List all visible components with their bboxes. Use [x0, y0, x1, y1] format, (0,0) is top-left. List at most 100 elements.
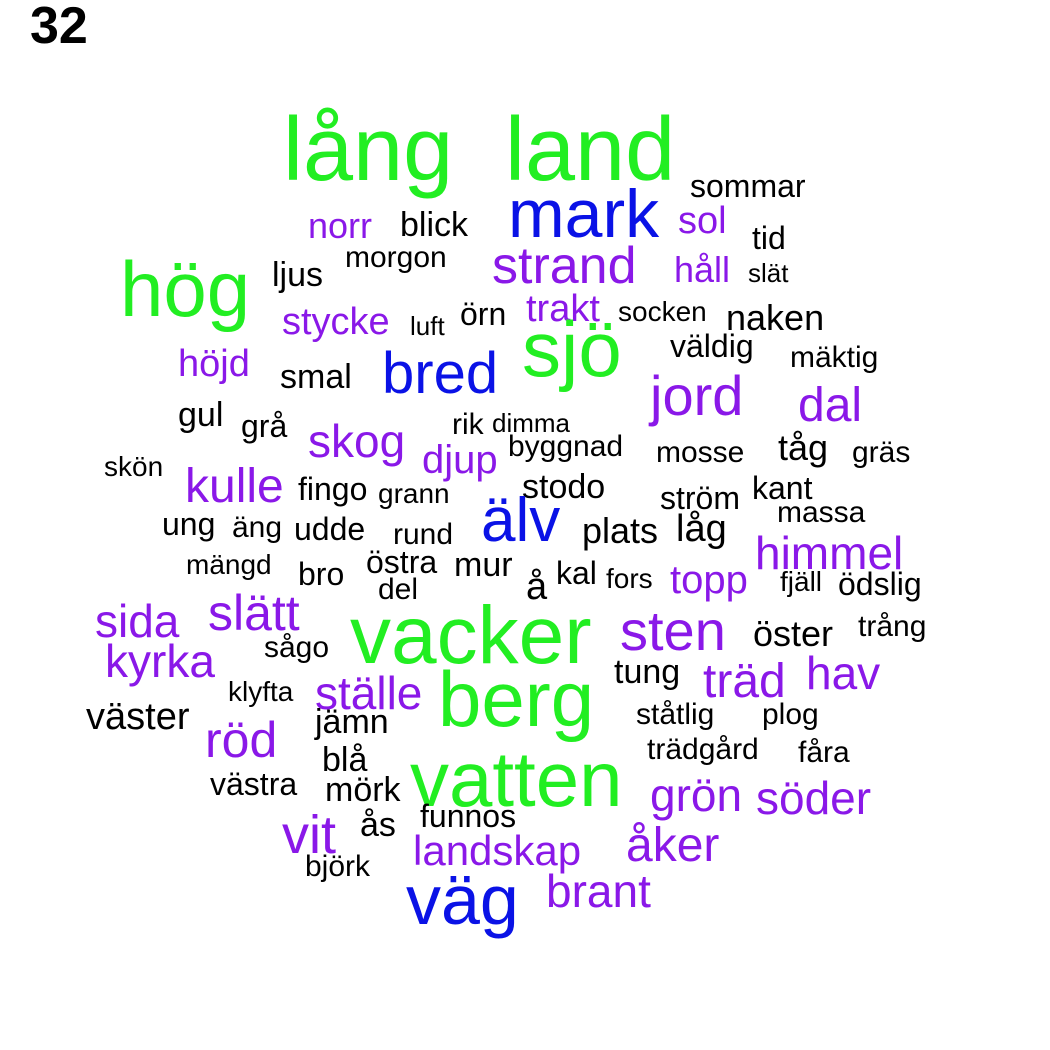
word-3: sommar	[690, 168, 806, 204]
word-76: hav	[806, 647, 881, 699]
word-27: jord	[650, 364, 744, 427]
word-7: sol	[678, 200, 727, 242]
word-32: rik	[452, 408, 484, 441]
word-45: ström	[660, 480, 740, 516]
word-20: naken	[726, 297, 825, 338]
word-65: å	[526, 566, 548, 608]
word-59: kal	[556, 555, 597, 591]
word-77: klyfta	[228, 676, 294, 707]
word-50: udde	[294, 511, 366, 547]
word-68: vacker	[350, 590, 592, 681]
word-94: funnos	[420, 798, 517, 834]
word-44: kant	[752, 470, 813, 506]
word-15: stycke	[282, 301, 390, 343]
word-47: massa	[777, 496, 866, 529]
word-26: mäktig	[790, 341, 879, 374]
word-89: västra	[210, 766, 298, 802]
word-98: björk	[305, 850, 371, 883]
word-34: tåg	[778, 427, 829, 468]
word-95: vit	[282, 805, 336, 865]
word-61: topp	[670, 558, 748, 602]
word-17: örn	[460, 296, 507, 332]
word-81: jämn	[315, 703, 389, 741]
word-82: ståtlig	[636, 698, 715, 731]
word-43: stodo	[522, 468, 606, 506]
word-46: älv	[481, 486, 561, 555]
word-11: morgon	[345, 241, 447, 274]
word-96: åker	[626, 819, 720, 872]
word-5: norr	[308, 205, 373, 246]
word-51: rund	[393, 518, 454, 551]
word-37: byggnad	[508, 430, 624, 463]
word-56: östra	[366, 544, 438, 580]
word-69: sten	[620, 599, 726, 662]
word-72: kyrka	[105, 635, 215, 687]
word-48: ung	[162, 506, 216, 542]
word-60: fors	[606, 563, 653, 594]
word-54: himmel	[755, 527, 904, 579]
word-75: träd	[703, 655, 786, 708]
word-85: trädgård	[647, 733, 759, 766]
word-84: röd	[205, 712, 278, 768]
word-66: sida	[95, 595, 180, 647]
word-100: väg	[406, 861, 519, 939]
word-29: gul	[178, 396, 224, 434]
word-88: vatten	[410, 735, 623, 823]
word-24: smal	[280, 358, 352, 396]
page-number: 32	[30, 0, 88, 55]
word-22: väldig	[670, 328, 754, 364]
word-67: slätt	[208, 585, 300, 641]
word-40: kulle	[185, 460, 284, 513]
word-12: strand	[492, 237, 637, 295]
word-78: ställe	[315, 667, 423, 719]
word-52: plats	[582, 510, 659, 551]
word-80: väster	[86, 696, 190, 738]
word-23: höjd	[178, 343, 250, 385]
word-62: fjäll	[780, 566, 823, 597]
word-58: mur	[454, 546, 513, 584]
word-73: sågo	[264, 631, 330, 664]
word-18: trakt	[526, 288, 600, 330]
word-70: öster	[753, 613, 834, 654]
word-1: lång	[283, 100, 454, 200]
word-21: sjö	[522, 305, 622, 393]
word-31: skog	[308, 415, 406, 467]
word-10: ljus	[272, 256, 324, 294]
word-79: berg	[438, 655, 595, 743]
word-9: hög	[120, 245, 251, 333]
word-30: grå	[241, 408, 288, 444]
word-55: mängd	[186, 549, 272, 580]
word-13: håll	[674, 249, 731, 290]
word-83: plog	[762, 698, 819, 731]
word-14: slät	[748, 258, 789, 288]
word-4: mark	[508, 176, 660, 252]
word-25: bred	[382, 341, 499, 406]
word-2: land	[505, 100, 676, 200]
word-36: djup	[422, 438, 498, 482]
word-16: luft	[410, 311, 445, 341]
word-8: tid	[752, 220, 786, 256]
word-41: fingo	[298, 471, 368, 507]
word-33: dimma	[492, 408, 571, 438]
word-99: brant	[546, 865, 651, 917]
word-57: bro	[298, 556, 345, 592]
word-63: ödslig	[838, 566, 922, 602]
word-97: landskap	[413, 827, 582, 874]
word-87: blå	[322, 741, 368, 779]
word-39: gräs	[852, 436, 911, 469]
word-74: tung	[614, 653, 681, 691]
word-64: del	[378, 573, 419, 606]
word-86: fåra	[798, 736, 850, 769]
word-91: grön	[650, 769, 743, 821]
word-19: socken	[618, 296, 707, 327]
word-93: ås	[360, 806, 396, 844]
word-90: mörk	[325, 771, 401, 809]
word-35: skön	[104, 451, 164, 482]
word-53: låg	[676, 508, 727, 550]
word-38: mosse	[656, 436, 745, 469]
word-92: söder	[756, 772, 872, 824]
word-28: dal	[798, 379, 863, 432]
word-49: äng	[232, 511, 283, 544]
word-42: grann	[378, 478, 450, 509]
